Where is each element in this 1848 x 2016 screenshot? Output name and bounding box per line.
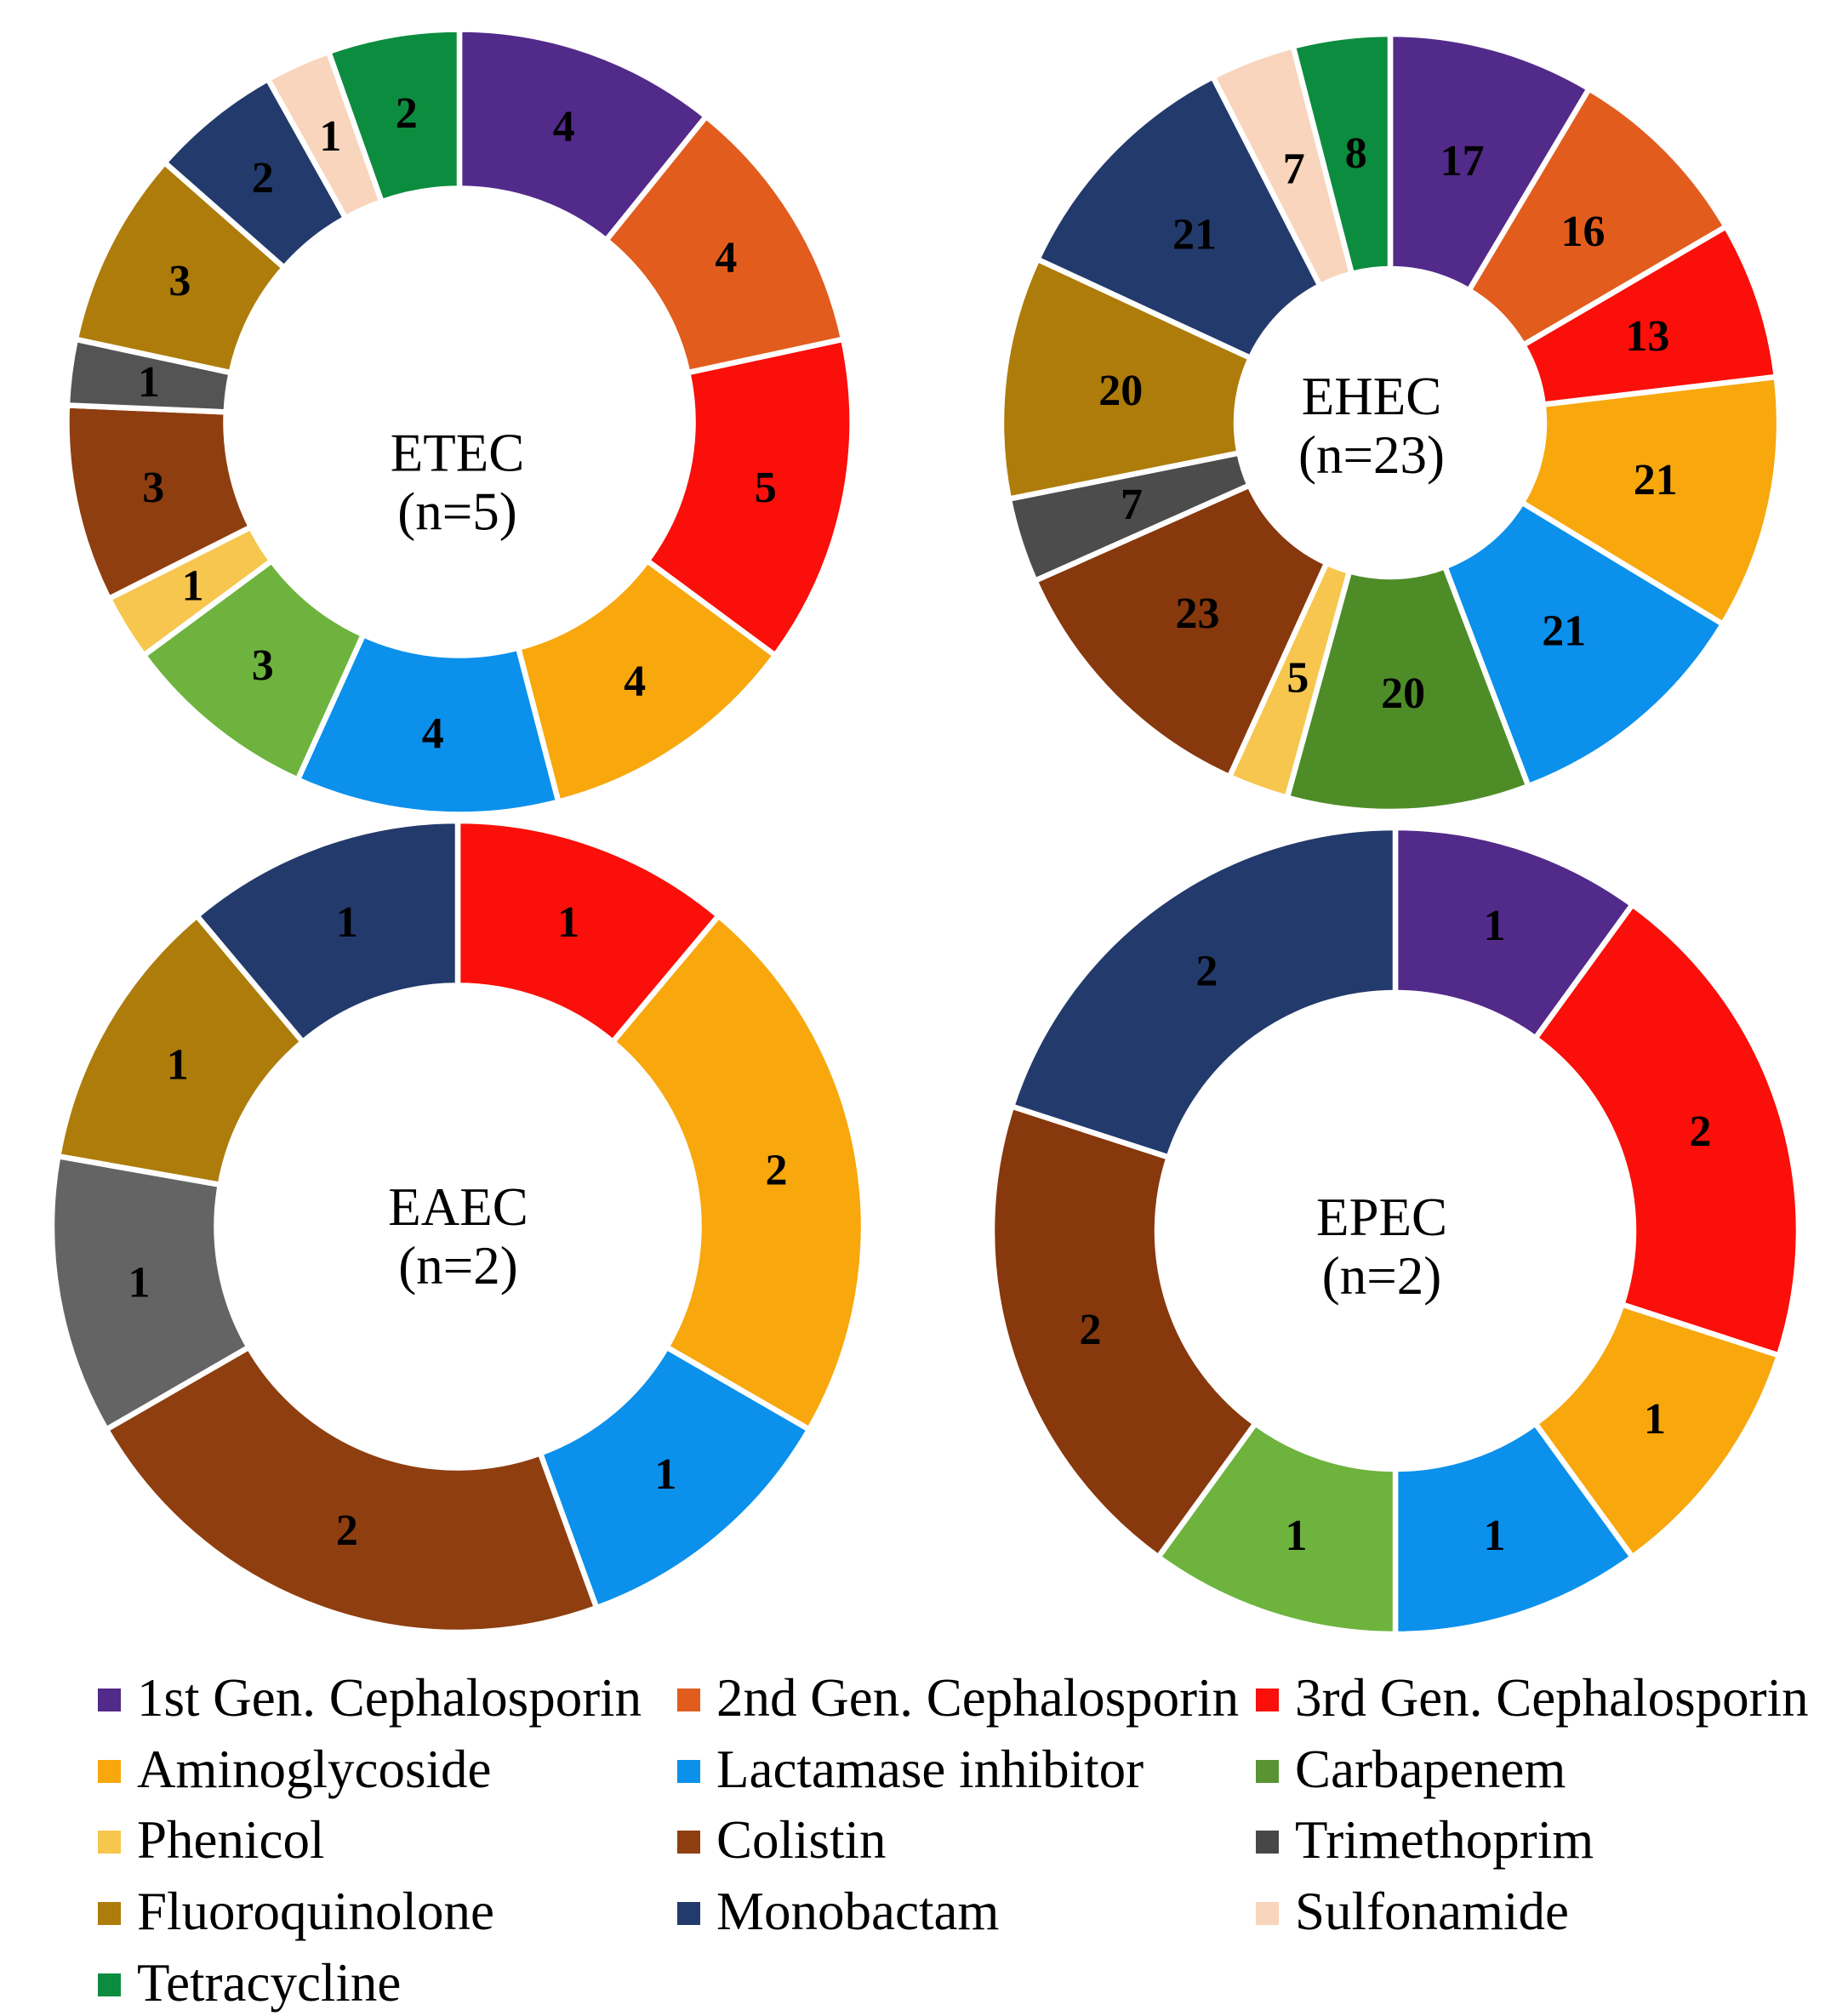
svg-text:4: 4 [422, 709, 444, 758]
svg-text:1: 1 [1484, 902, 1506, 950]
svg-text:2: 2 [252, 154, 274, 202]
svg-text:13: 13 [1625, 312, 1669, 361]
svg-text:4: 4 [553, 103, 575, 151]
svg-text:7: 7 [1121, 481, 1143, 529]
svg-text:1: 1 [336, 898, 358, 947]
svg-text:8: 8 [1345, 129, 1367, 178]
svg-text:Colistin: Colistin [716, 1810, 887, 1870]
svg-text:1: 1 [182, 561, 204, 610]
svg-text:Lactamase inhibitor: Lactamase inhibitor [716, 1740, 1144, 1799]
svg-text:4: 4 [715, 234, 737, 282]
svg-text:Trimethoprim: Trimethoprim [1295, 1810, 1594, 1870]
svg-text:20: 20 [1381, 669, 1425, 718]
svg-text:(n=2): (n=2) [398, 1236, 518, 1296]
svg-text:20: 20 [1098, 367, 1143, 415]
svg-text:16: 16 [1561, 208, 1606, 256]
svg-text:1: 1 [319, 112, 341, 161]
svg-text:EHEC: EHEC [1302, 367, 1441, 426]
svg-text:EAEC: EAEC [388, 1177, 528, 1237]
svg-text:2: 2 [1080, 1306, 1102, 1354]
svg-text:1: 1 [1484, 1512, 1506, 1560]
svg-text:23: 23 [1176, 589, 1220, 638]
svg-text:1: 1 [557, 898, 579, 947]
svg-text:5: 5 [1286, 654, 1309, 703]
svg-text:1: 1 [654, 1450, 676, 1499]
svg-text:21: 21 [1172, 210, 1217, 259]
svg-text:Monobactam: Monobactam [716, 1882, 999, 1941]
svg-text:Fluoroquinolone: Fluoroquinolone [137, 1882, 494, 1941]
svg-text:2: 2 [336, 1506, 358, 1555]
svg-text:17: 17 [1440, 137, 1485, 185]
svg-text:2: 2 [766, 1147, 788, 1195]
svg-text:3: 3 [168, 257, 191, 305]
svg-text:1: 1 [1286, 1512, 1308, 1560]
svg-text:2: 2 [1195, 948, 1218, 996]
svg-text:Carbapenem: Carbapenem [1295, 1740, 1566, 1799]
svg-text:2: 2 [1690, 1108, 1712, 1156]
svg-text:(n=2): (n=2) [1322, 1246, 1442, 1306]
svg-text:Sulfonamide: Sulfonamide [1295, 1882, 1569, 1941]
svg-text:(n=5): (n=5) [397, 482, 517, 542]
svg-text:1: 1 [167, 1040, 189, 1089]
svg-text:21: 21 [1634, 456, 1678, 504]
svg-text:5: 5 [755, 464, 777, 512]
svg-text:3rd Gen. Cephalosporin: 3rd Gen. Cephalosporin [1295, 1668, 1809, 1728]
svg-text:ETEC: ETEC [391, 424, 524, 483]
svg-text:EPEC: EPEC [1316, 1187, 1447, 1247]
svg-text:Tetracycline: Tetracycline [137, 1953, 401, 2013]
svg-text:(n=23): (n=23) [1298, 425, 1445, 485]
svg-text:3: 3 [252, 641, 274, 690]
svg-text:3: 3 [142, 464, 164, 512]
svg-text:1st Gen. Cephalosporin: 1st Gen. Cephalosporin [137, 1668, 642, 1728]
svg-text:4: 4 [624, 657, 646, 705]
svg-text:Aminoglycoside: Aminoglycoside [137, 1740, 491, 1799]
svg-text:21: 21 [1542, 607, 1586, 656]
svg-text:2nd Gen. Cephalosporin: 2nd Gen. Cephalosporin [716, 1668, 1239, 1728]
svg-text:7: 7 [1283, 145, 1305, 193]
svg-text:2: 2 [396, 89, 418, 138]
svg-text:1: 1 [128, 1259, 151, 1307]
svg-text:1: 1 [138, 358, 160, 407]
svg-text:Phenicol: Phenicol [137, 1810, 324, 1870]
svg-text:1: 1 [1644, 1395, 1666, 1444]
